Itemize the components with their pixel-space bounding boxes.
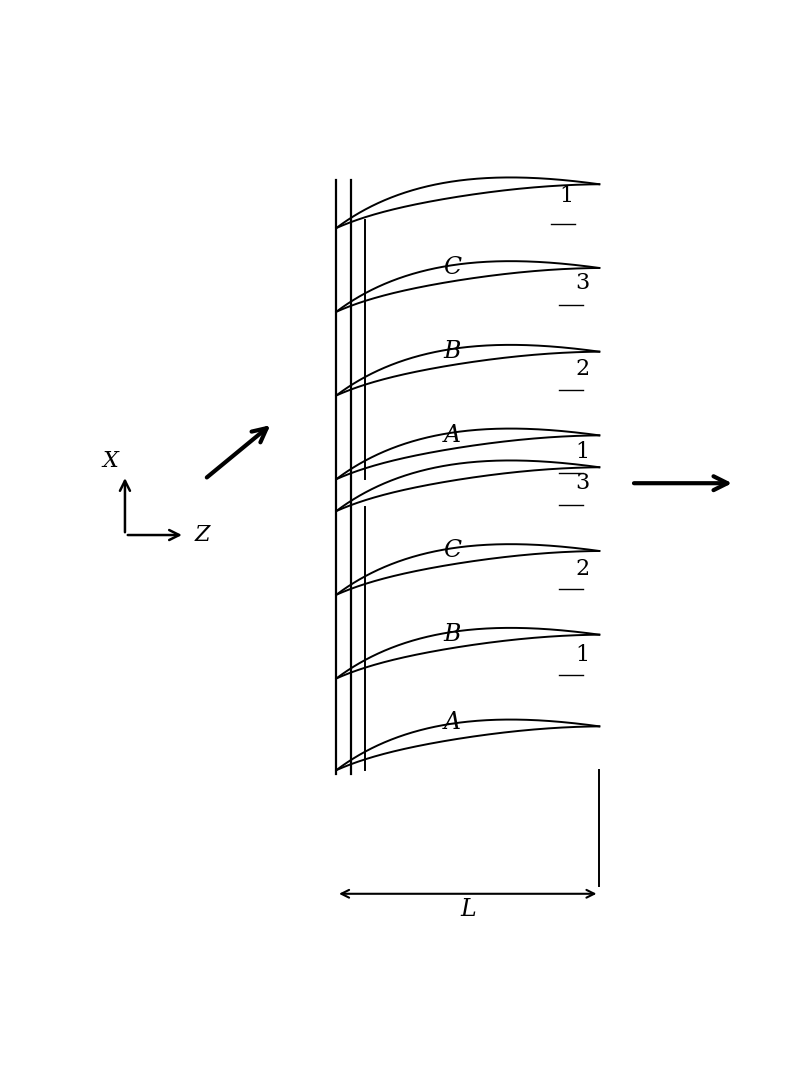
Text: B: B xyxy=(443,623,461,646)
Text: C: C xyxy=(442,540,461,563)
Text: 3: 3 xyxy=(575,472,590,494)
Text: 2: 2 xyxy=(575,557,590,580)
Text: L: L xyxy=(460,898,476,921)
Text: B: B xyxy=(443,340,461,363)
Text: A: A xyxy=(443,711,460,734)
Text: 3: 3 xyxy=(575,273,590,294)
Text: 2: 2 xyxy=(575,358,590,380)
Text: Z: Z xyxy=(194,525,210,546)
Text: 1: 1 xyxy=(559,186,574,207)
Text: C: C xyxy=(442,256,461,279)
Text: A: A xyxy=(443,424,460,446)
Text: 1: 1 xyxy=(575,644,590,666)
Text: X: X xyxy=(102,450,118,472)
Text: 1: 1 xyxy=(575,441,590,463)
